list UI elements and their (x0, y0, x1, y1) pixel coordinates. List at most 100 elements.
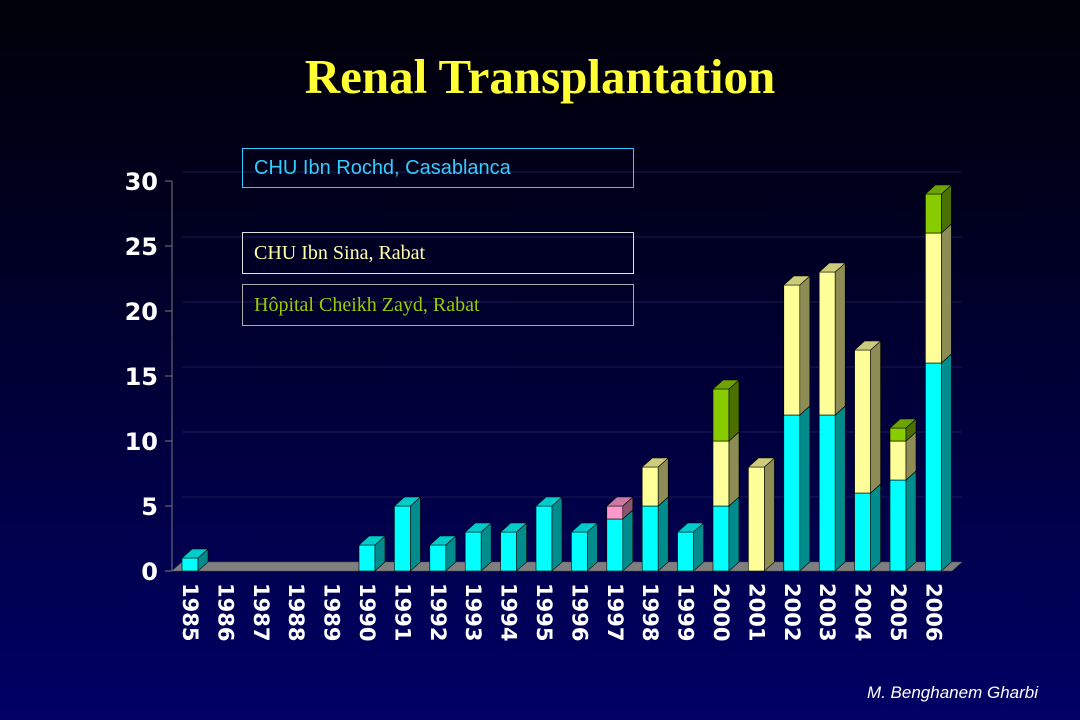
bar-segment (783, 275, 811, 416)
bar-top (429, 535, 457, 546)
bar-front (606, 518, 624, 572)
x-tick-label: 2001 (744, 583, 768, 641)
bar-front (358, 544, 376, 572)
x-tick-label: 1993 (461, 583, 485, 641)
bar-front (748, 466, 765, 572)
bar-segment (606, 496, 634, 520)
bar-top (747, 457, 776, 468)
bar-front (712, 440, 730, 507)
bar-segment (747, 457, 776, 572)
bar-side (410, 496, 421, 572)
bar-front (925, 232, 942, 364)
bar-front (500, 531, 517, 572)
bar-segment (889, 418, 917, 442)
y-tick-label: 30 (125, 168, 158, 196)
bar-segment (924, 353, 953, 572)
bar-top (535, 496, 563, 507)
bar-segment (853, 483, 882, 572)
y-tick-label: 15 (125, 363, 158, 391)
bar-side (941, 223, 952, 364)
bar-top (464, 522, 492, 533)
bar-segment (393, 496, 422, 572)
y-tick-label: 20 (125, 298, 158, 326)
bar-side (728, 379, 740, 442)
y-tick-label: 5 (141, 493, 158, 521)
x-tick-label: 2004 (851, 583, 875, 641)
bar-segment (889, 470, 917, 572)
x-tick-label: 1987 (249, 583, 273, 641)
bar-front (818, 414, 836, 572)
y-tick-label: 10 (125, 428, 158, 456)
bar-segment (924, 184, 953, 234)
x-tick-label: 1985 (178, 583, 202, 641)
x-tick-label: 1986 (213, 583, 237, 641)
bar-segment (712, 431, 740, 507)
x-tick-label: 2000 (709, 583, 733, 641)
bar-front (712, 505, 730, 572)
bar-side (551, 496, 563, 572)
y-tick-labels: 0 5 10 15 20 25 30 (125, 168, 158, 586)
y-tick-label: 0 (141, 558, 158, 586)
bar-front (712, 388, 730, 442)
bar-top (181, 548, 209, 559)
author-credit: M. Benghanem Gharbi (866, 683, 1038, 702)
bar-segment (783, 405, 811, 572)
bar-side (728, 431, 740, 507)
bar-top (393, 496, 422, 507)
bar-front (925, 362, 942, 572)
bar-front (464, 531, 482, 572)
x-tick-label: 1995 (532, 583, 556, 641)
bar-side (870, 340, 881, 494)
x-tick-label: 2003 (815, 583, 839, 641)
bar-front (429, 544, 447, 572)
bar-top (889, 418, 917, 429)
bar-segment (924, 223, 953, 364)
bar-front (571, 531, 588, 572)
bar-top (853, 340, 882, 351)
bar-side (941, 353, 952, 572)
x-tick-label: 1996 (567, 583, 591, 641)
bar-front (677, 531, 694, 572)
x-tick-label: 1998 (638, 583, 662, 641)
bar-side (905, 470, 917, 572)
bar-front (181, 557, 199, 572)
bar-front (925, 193, 942, 234)
x-tick-label: 1994 (497, 583, 521, 641)
x-tick-label: 1990 (355, 583, 379, 641)
bar-top (570, 522, 599, 533)
bar-top (641, 457, 669, 468)
x-tick-labels: 1985 1986 1987 1988 1989 1990 1991 1992 1993 1994… (178, 583, 945, 641)
bar-top (606, 496, 634, 507)
bar-segment (570, 522, 599, 572)
legend-item-cheikh-zayd: Hôpital Cheikh Zayd, Rabat (242, 284, 634, 326)
bar-front (641, 466, 659, 507)
y-tick-label: 25 (125, 233, 158, 261)
bar-front (889, 427, 907, 442)
bar-front (394, 505, 411, 572)
bar-side (622, 509, 634, 572)
bar-front (641, 505, 659, 572)
bar-front (535, 505, 553, 572)
x-tick-label: 1999 (674, 583, 698, 641)
x-tick-label: 2002 (780, 583, 804, 641)
bar-segment (641, 457, 669, 507)
bar-top (783, 275, 811, 286)
bar-front (854, 492, 871, 572)
bar-top (924, 184, 953, 195)
bar-side (870, 483, 881, 572)
bar-top (676, 522, 705, 533)
bar-side (657, 496, 669, 572)
bar-side (834, 262, 846, 416)
legend-item-ibn-sina: CHU Ibn Sina, Rabat (242, 232, 634, 274)
bar-segment (606, 509, 634, 572)
bar-side (834, 405, 846, 572)
x-tick-label: 2005 (886, 583, 910, 641)
bar-front (889, 479, 907, 572)
bar-segment (181, 548, 209, 572)
x-tick-label: 1997 (603, 583, 627, 641)
x-tick-label: 1989 (320, 583, 344, 641)
bar-segment (853, 340, 882, 494)
bar-front (606, 505, 624, 520)
bar-segment (464, 522, 492, 572)
